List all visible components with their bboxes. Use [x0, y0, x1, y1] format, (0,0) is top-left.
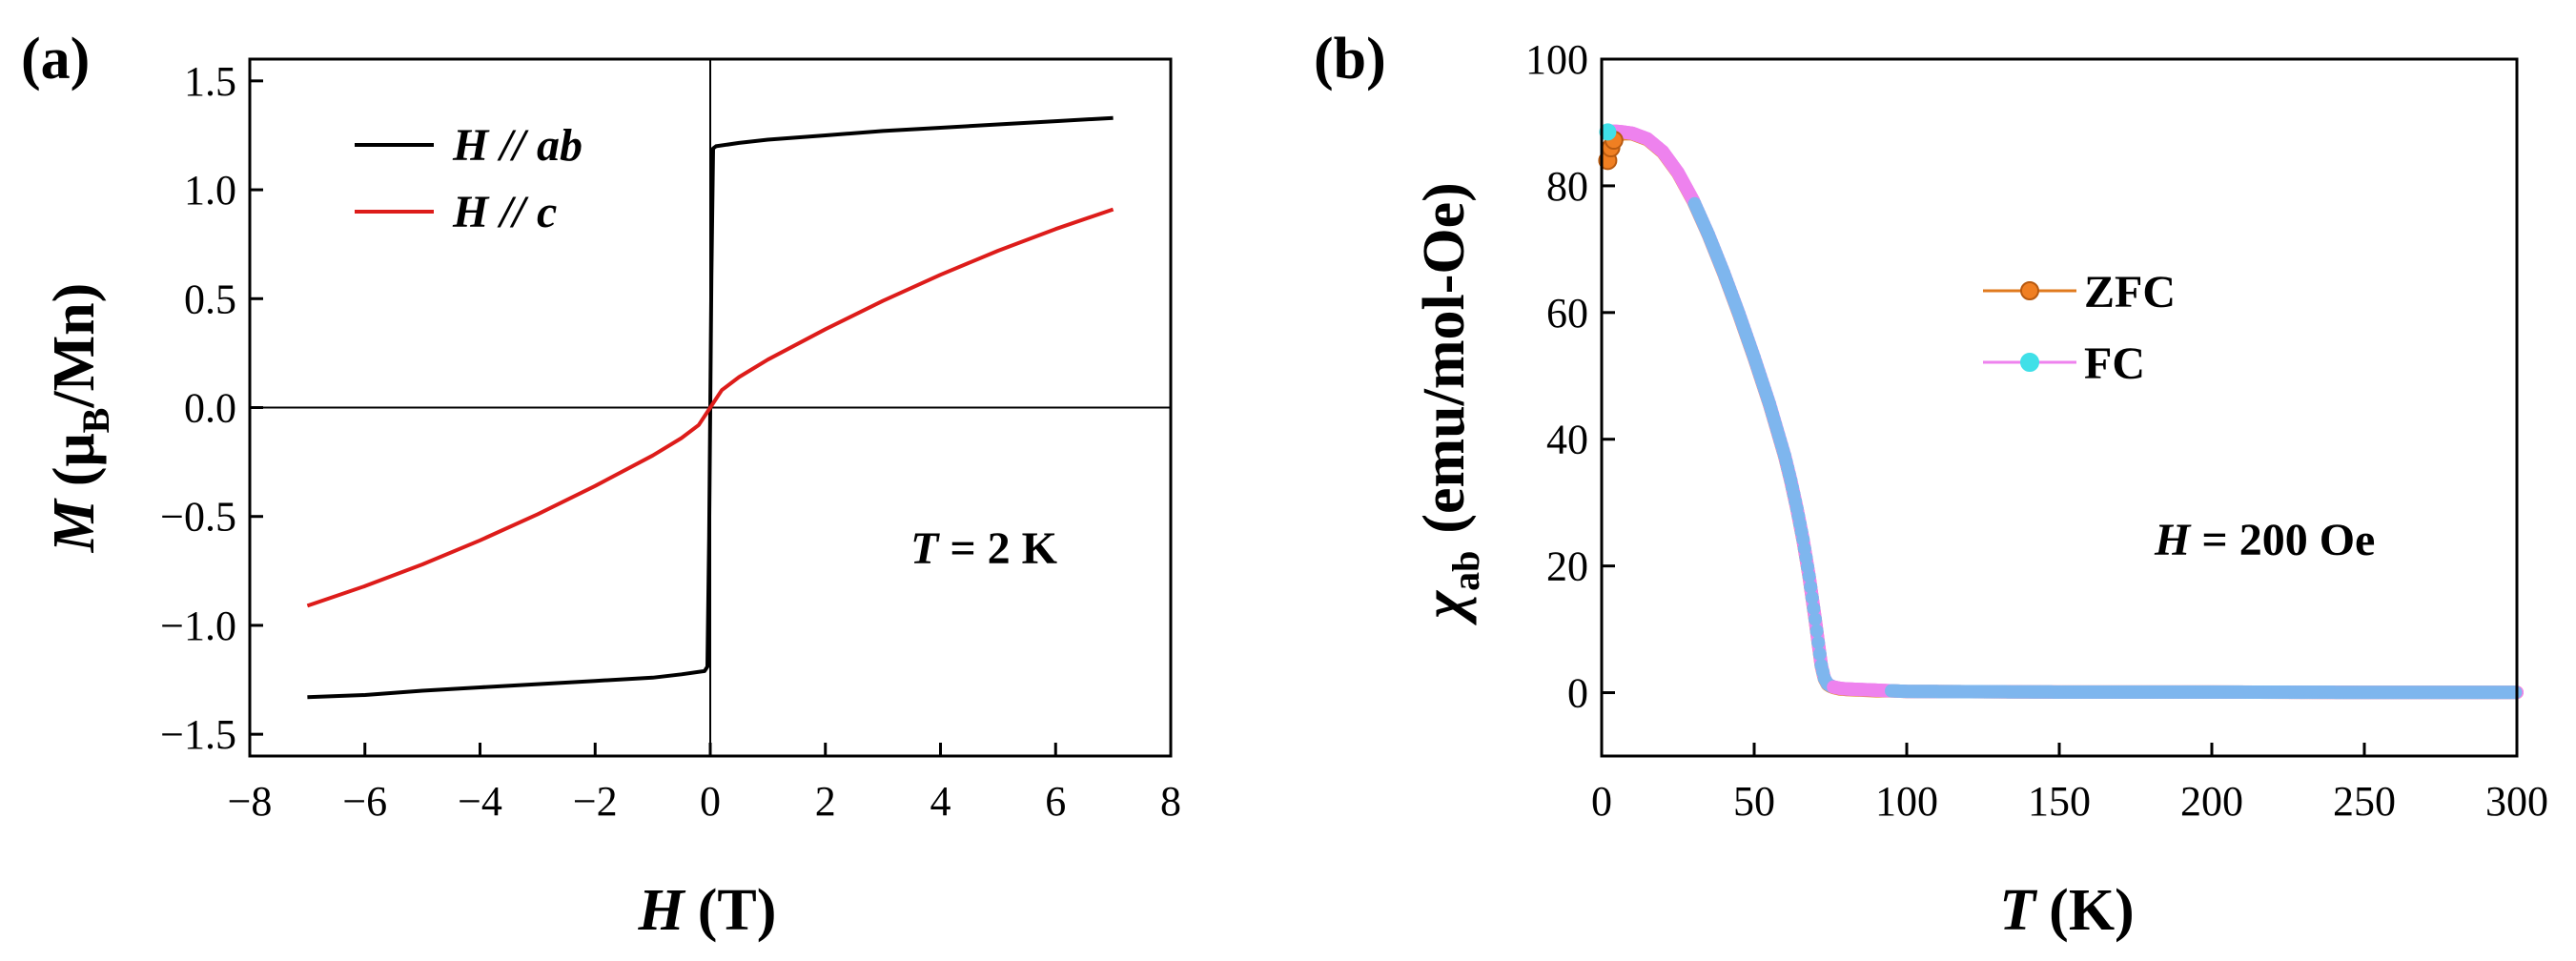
y-tick-label: 0	[1567, 670, 1588, 717]
panel-b-label: (b)	[1314, 27, 1386, 92]
fc-point	[1599, 123, 1617, 141]
x-tick-label: 2	[815, 778, 836, 825]
x-tick-label: 0	[700, 778, 721, 825]
panel-a-xlabel-var: H	[638, 878, 686, 943]
y-tick-label: −1.0	[160, 603, 236, 649]
panel-b-frame	[1600, 57, 2519, 758]
x-tick-label: 4	[930, 778, 951, 825]
y-tick-label: 40	[1546, 417, 1588, 463]
x-tick-label: −4	[458, 778, 502, 825]
x-tick-label: 300	[2485, 778, 2548, 825]
x-tick-label: −2	[573, 778, 618, 825]
series-line-h-c	[306, 207, 1114, 608]
panel-a-label: (a)	[21, 27, 90, 92]
fc-point	[1812, 647, 1827, 661]
y-tick-label: 0.5	[184, 276, 236, 322]
y-tick-label: 1.5	[184, 58, 236, 105]
x-tick-label: −8	[228, 778, 273, 825]
y-tick-label: 20	[1546, 543, 1588, 590]
panel-a-ylabel-close: /Mn)	[42, 283, 107, 409]
legend-h-ab-it: ab	[537, 120, 583, 171]
panel-a-frame	[248, 57, 1173, 758]
x-tick-label: −6	[342, 778, 387, 825]
panel-b-ylabel-rest: (emu/mol-Oe)	[1412, 182, 1477, 533]
x-tick-label: 100	[1875, 778, 1938, 825]
fc-point	[1802, 569, 1816, 583]
series-band-fc	[1601, 124, 2524, 700]
y-tick-label: −0.5	[160, 494, 236, 541]
panel-b-ylabel-var: χ	[1412, 590, 1477, 626]
panel-a: (a) M(μB/Mn) H (T) −8 −6 −4 −2 0 2 4 6 8−1.5−1.0−…	[21, 27, 1181, 943]
legend-label-h-c: H // c	[452, 187, 557, 237]
panel-a-ticks: −8 −6 −4 −2 0 2 4 6 8 −1.5 −1.0 −0.5 0.0 0.5 1.0 1.5	[160, 58, 1181, 825]
panel-a-annotation: T = 2 K	[910, 523, 1057, 574]
legend-h-ab-rest: //	[488, 120, 537, 171]
x-tick-label: 6	[1045, 778, 1066, 825]
panel-b-ylabel-sub: ab	[1444, 551, 1487, 591]
y-tick-label: 60	[1546, 290, 1588, 337]
panel-b-ylabel: χab (emu/mol-Oe)	[1412, 182, 1487, 626]
y-tick-label: 100	[1525, 36, 1588, 83]
x-tick-label: 200	[2180, 778, 2243, 825]
panel-b: (b) χab(emu/mol-Oe) T (K) 0 50 100 150 200 250…	[1314, 27, 2548, 943]
legend-label-fc: FC	[2084, 338, 2145, 389]
y-tick-label: 80	[1546, 163, 1588, 210]
panel-a-xlabel-unit: (T)	[698, 878, 777, 943]
x-tick-label: 150	[2028, 778, 2091, 825]
panel-a-ylabel-sub: B	[74, 408, 117, 434]
panel-b-xlabel: T (K)	[1999, 878, 2134, 943]
panel-a-ylabel: M (μB/Mn)	[42, 283, 117, 554]
panel-a-annotation-text: = 2 K	[938, 523, 1057, 574]
panel-b-annotation-text: = 200 Oe	[2190, 515, 2375, 565]
x-tick-label: 50	[1733, 778, 1775, 825]
x-tick-label: 0	[1591, 778, 1612, 825]
panel-b-xlabel-unit: (K)	[2049, 878, 2135, 943]
legend-label-zfc: ZFC	[2084, 267, 2176, 317]
fc-point	[1804, 580, 1818, 594]
x-tick-label: 250	[2333, 778, 2396, 825]
legend-label-h-ab: H // ab	[452, 120, 583, 171]
y-tick-label: −1.5	[160, 711, 236, 758]
panel-a-series	[250, 59, 1171, 756]
fc-point	[1805, 590, 1819, 604]
legend-h-c-it: c	[537, 187, 557, 237]
fc-point	[1811, 636, 1826, 649]
panel-a-ylabel-var: M	[42, 498, 107, 553]
legend-marker-fc	[2020, 353, 2039, 372]
fc-point	[1809, 624, 1824, 638]
panel-b-series	[1598, 123, 2524, 700]
fc-point	[1807, 602, 1821, 616]
fc-point	[1809, 612, 1822, 626]
panel-a-legend: H // ab H // c	[355, 120, 583, 237]
legend-h-ab-var: H	[452, 120, 490, 171]
panel-b-annotation: H = 200 Oe	[2154, 515, 2375, 565]
y-tick-label: 0.0	[184, 385, 236, 432]
panel-b-annotation-var: H	[2154, 515, 2192, 565]
x-tick-label: 8	[1160, 778, 1181, 825]
legend-marker-zfc	[2020, 281, 2039, 300]
panel-a-annotation-var: T	[910, 523, 940, 574]
panel-b-legend: ZFC FC	[1983, 267, 2176, 389]
panel-a-xlabel: H (T)	[638, 878, 777, 943]
legend-h-c-rest: //	[488, 187, 537, 237]
series-band-zfc	[1601, 127, 2524, 700]
legend-h-c-var: H	[452, 187, 490, 237]
y-tick-label: 1.0	[184, 167, 236, 214]
panel-b-ticks: 0 50 100 150 200 250 300 0 20 40 60 80 100	[1525, 36, 2548, 825]
panel-a-ylabel-open: (μ	[42, 433, 107, 486]
panel-b-xlabel-var: T	[1999, 878, 2037, 943]
fc-point	[2508, 685, 2523, 700]
